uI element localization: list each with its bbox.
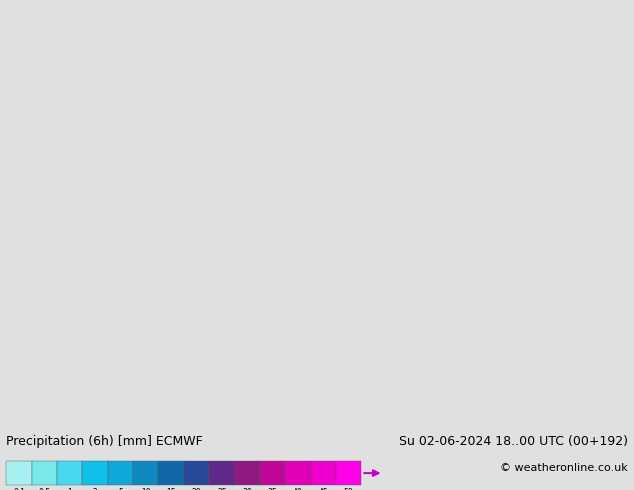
Text: 2: 2 [93,488,98,490]
Bar [311,461,336,486]
Text: 0.5: 0.5 [38,488,51,490]
Text: Su 02-06-2024 18..00 UTC (00+192): Su 02-06-2024 18..00 UTC (00+192) [399,435,628,448]
Text: 40: 40 [293,488,303,490]
Text: 50: 50 [344,488,354,490]
Text: 10: 10 [141,488,151,490]
Bar [133,461,158,486]
Text: 45: 45 [318,488,328,490]
Bar [209,461,235,486]
Text: 1: 1 [67,488,72,490]
Text: © weatheronline.co.uk: © weatheronline.co.uk [500,463,628,473]
Bar [260,461,285,486]
Bar [108,461,133,486]
Bar [57,461,82,486]
Bar [82,461,108,486]
Text: 0.1: 0.1 [13,488,25,490]
Text: Precipitation (6h) [mm] ECMWF: Precipitation (6h) [mm] ECMWF [6,435,203,448]
Bar [32,461,57,486]
Text: 35: 35 [268,488,278,490]
Text: 20: 20 [191,488,202,490]
Bar [184,461,209,486]
Bar [235,461,260,486]
Text: 15: 15 [166,488,176,490]
Bar [158,461,184,486]
Text: 25: 25 [217,488,227,490]
Bar [285,461,311,486]
Text: 5: 5 [118,488,123,490]
Bar [6,461,32,486]
Text: 30: 30 [242,488,252,490]
Bar [336,461,361,486]
